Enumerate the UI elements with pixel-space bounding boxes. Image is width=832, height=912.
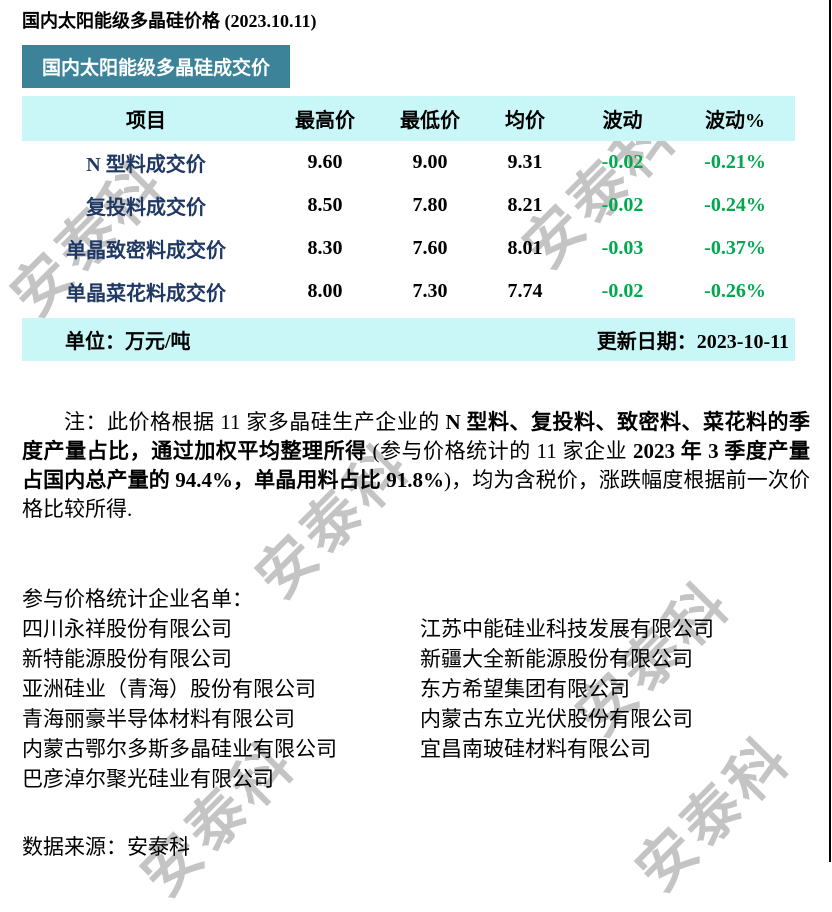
page-right-border (829, 0, 831, 862)
cell-change: -0.02 (601, 194, 644, 216)
note-segment-bold: N 型料、复投料、致密料、菜花料的季度产量占比，通过加权平均整理所得 (22, 410, 810, 463)
update-date: 更新日期：2023-10-11 (597, 325, 789, 354)
price-table: 项目 最高价 最低价 均价 波动 波动% N 型料成交价 9.60 9.00 9… (22, 96, 795, 361)
cell-high: 8.50 (307, 194, 343, 216)
unit-label: 单位：万元/吨 (65, 325, 191, 354)
company-list-left: 四川永祥股份有限公司 新特能源股份有限公司 亚洲硅业（青海）股份有限公司 青海丽… (22, 614, 420, 794)
cell-change: -0.02 (601, 151, 644, 173)
page-title: 国内太阳能级多晶硅价格 (2023.10.11) (22, 11, 317, 31)
table-footer-row: 单位：万元/吨 更新日期：2023-10-11 (22, 318, 795, 361)
company-list-heading: 参与价格统计企业名单： (22, 587, 253, 611)
table-row: N 型料成交价 9.60 9.00 9.31 -0.02 -0.21% (22, 141, 795, 184)
cell-low: 7.60 (412, 237, 448, 259)
table-row: 单晶致密料成交价 8.30 7.60 8.01 -0.03 -0.37% (22, 227, 795, 270)
note-segment: (参与价格统计的 11 家企业 (366, 439, 633, 463)
company-item: 内蒙古东立光伏股份有限公司 (420, 707, 693, 731)
company-item: 新特能源股份有限公司 (22, 647, 232, 671)
unit-caption: 单位： (65, 331, 125, 353)
cell-avg: 8.01 (507, 237, 543, 259)
cell-change-pct: -0.26% (704, 280, 766, 302)
cell-high: 8.30 (307, 237, 343, 259)
cell-high: 9.60 (307, 151, 343, 173)
unit-value: 万元/吨 (125, 331, 191, 353)
cell-avg: 9.31 (507, 151, 543, 173)
cell-change: -0.02 (601, 280, 644, 302)
column-header-item: 项目 (126, 110, 166, 132)
cell-avg: 7.74 (507, 280, 543, 302)
company-item: 宜昌南玻硅材料有限公司 (420, 737, 651, 761)
company-item: 巴彦淖尔聚光硅业有限公司 (22, 767, 274, 791)
column-header-low: 最低价 (400, 110, 460, 132)
cell-low: 7.80 (412, 194, 448, 216)
company-item: 内蒙古鄂尔多斯多晶硅业有限公司 (22, 737, 337, 761)
cell-change: -0.03 (601, 237, 644, 259)
company-item: 江苏中能硅业科技发展有限公司 (420, 617, 714, 641)
company-item: 青海丽豪半导体材料有限公司 (22, 707, 295, 731)
company-item: 亚洲硅业（青海）股份有限公司 (22, 677, 316, 701)
cell-avg: 8.21 (507, 194, 543, 216)
company-item: 四川永祥股份有限公司 (22, 617, 232, 641)
table-header-row: 项目 最高价 最低价 均价 波动 波动% (22, 96, 795, 141)
section-banner: 国内太阳能级多晶硅成交价 (22, 45, 290, 88)
cell-low: 7.30 (412, 280, 448, 302)
cell-high: 8.00 (307, 280, 343, 302)
row-item-label: 单晶致密料成交价 (66, 240, 226, 262)
company-item: 东方希望集团有限公司 (420, 677, 630, 701)
column-header-change-pct: 波动% (705, 110, 765, 132)
column-header-avg: 均价 (505, 110, 545, 132)
note-paragraph: 注：此价格根据 11 家多晶硅生产企业的 N 型料、复投料、致密料、菜花料的季度… (22, 408, 810, 524)
update-value: 2023-10-11 (696, 331, 789, 353)
note-segment: 注：此价格根据 11 家多晶硅生产企业的 (64, 410, 446, 434)
cell-low: 9.00 (412, 151, 448, 173)
company-list-section: 参与价格统计企业名单： 四川永祥股份有限公司 新特能源股份有限公司 亚洲硅业（青… (22, 584, 714, 794)
note-segment-bold: 2023 年 3 季度产量占国内总产量的 94.4%，单晶用料占比 91.8% (22, 439, 811, 492)
table-row: 单晶菜花料成交价 8.00 7.30 7.74 -0.02 -0.26% (22, 270, 795, 313)
company-item: 新疆大全新能源股份有限公司 (420, 647, 693, 671)
cell-change-pct: -0.21% (704, 151, 766, 173)
column-header-high: 最高价 (295, 110, 355, 132)
table-row: 复投料成交价 8.50 7.80 8.21 -0.02 -0.24% (22, 184, 795, 227)
update-caption: 更新日期： (596, 331, 697, 353)
row-item-label: 单晶菜花料成交价 (66, 283, 226, 305)
column-header-change: 波动 (602, 110, 643, 132)
company-list-right: 江苏中能硅业科技发展有限公司 新疆大全新能源股份有限公司 东方希望集团有限公司 … (420, 614, 714, 794)
data-source: 数据来源：安泰科 (22, 835, 190, 859)
row-item-label: N 型料成交价 (86, 154, 206, 176)
cell-change-pct: -0.24% (704, 194, 766, 216)
cell-change-pct: -0.37% (704, 237, 766, 259)
row-item-label: 复投料成交价 (86, 197, 206, 219)
note-segment: )，均为含税价，涨跌幅度根据前一次价格比较所得. (22, 468, 810, 521)
